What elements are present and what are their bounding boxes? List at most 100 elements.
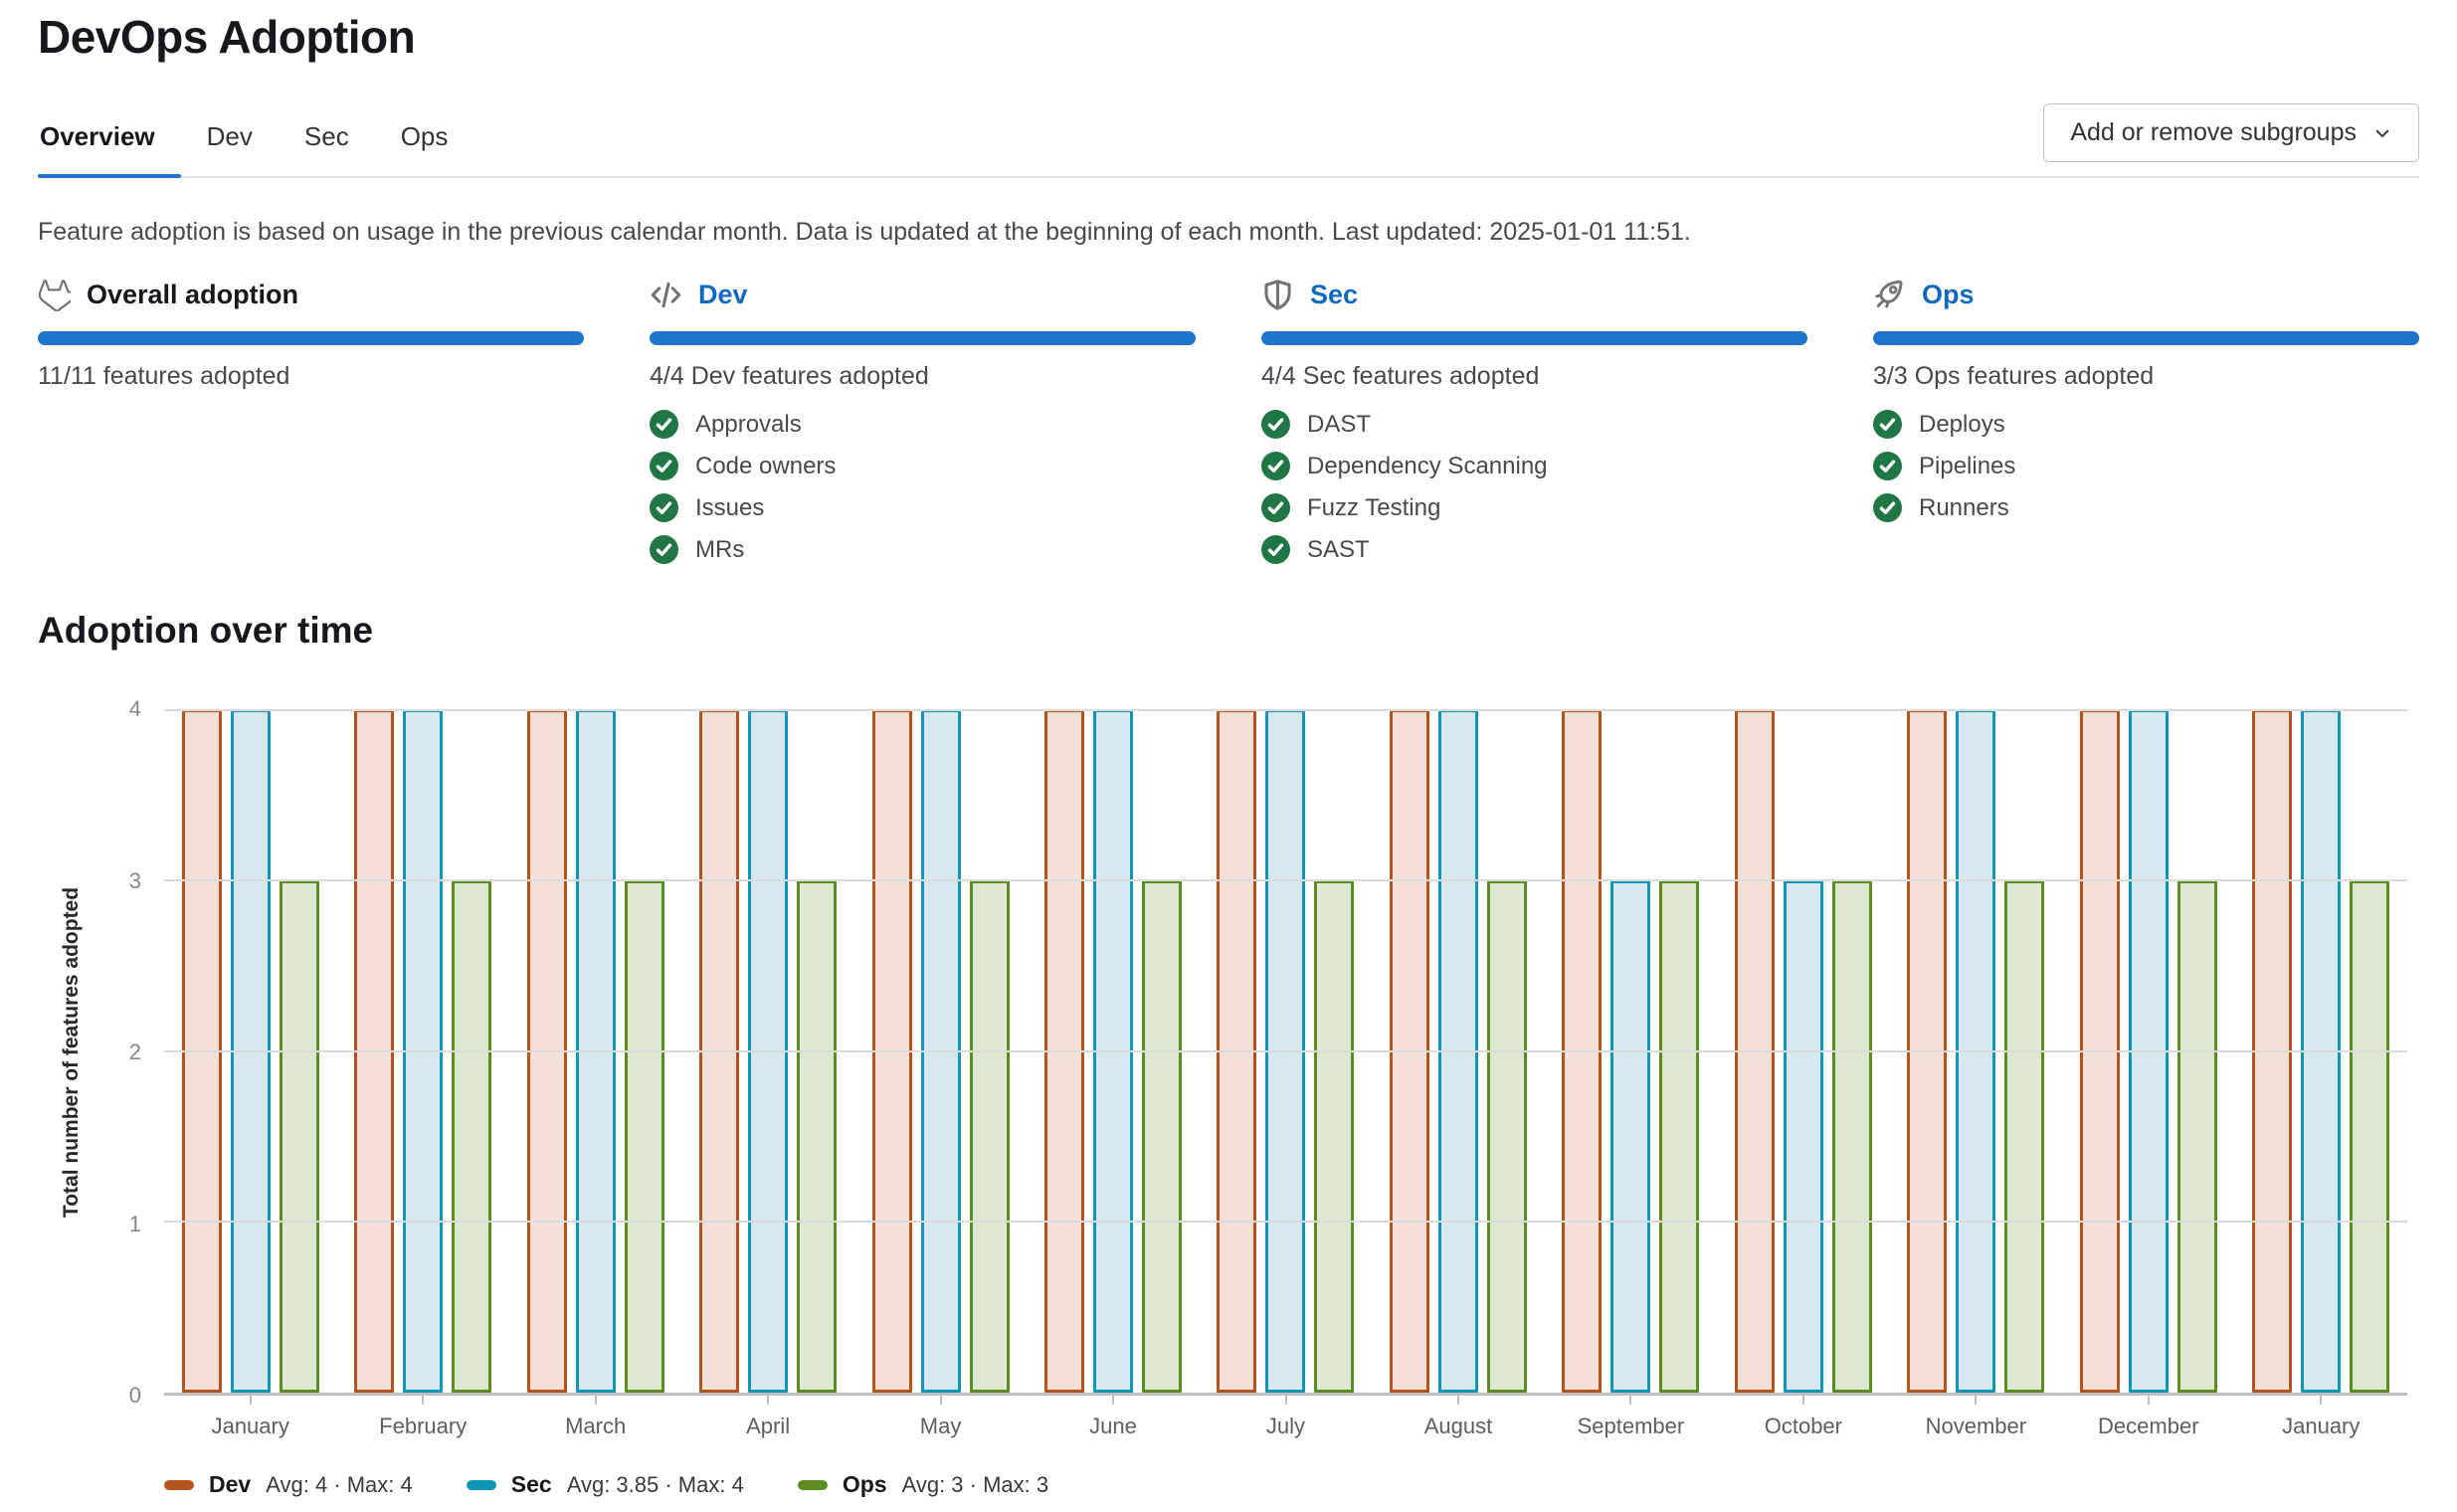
feature-label: Approvals: [695, 410, 802, 438]
chart-bar-ops-10[interactable]: [2004, 879, 2045, 1393]
page-title: DevOps Adoption: [38, 11, 416, 63]
tabs-bar: Overview Dev Sec Ops Add or remove subgroup…: [38, 101, 2419, 178]
check-circle-icon: [1873, 493, 1902, 522]
chart-bar-ops-9[interactable]: [1831, 879, 1872, 1393]
legend-series-stats: Avg: 3.85 · Max: 4: [566, 1471, 744, 1497]
progress-label: 4/4 Dev features adopted: [650, 362, 929, 390]
gridline: [164, 1221, 2407, 1224]
feature-label: SAST: [1307, 535, 1370, 563]
legend-series-name: Sec: [510, 1471, 552, 1497]
devops-adoption-page: DevOps Adoption Overview Dev Sec Ops Add or…: [0, 10, 2457, 1498]
x-axis-tick: [249, 1396, 252, 1405]
gridline: [164, 709, 2407, 711]
x-axis-tick: [939, 1396, 942, 1405]
adoption-card-sec: Sec 4/4 Sec features adopted DAST Dependenc…: [1261, 279, 1807, 564]
legend-item-sec[interactable]: Sec Avg: 3.85 · Max: 4: [466, 1471, 744, 1498]
progress-label: 3/3 Ops features adopted: [1873, 362, 2155, 390]
legend-swatch-dev: [164, 1479, 194, 1490]
legend-series-stats: Avg: 3 · Max: 3: [901, 1471, 1049, 1497]
feature-item-code-owners: Code owners: [650, 452, 1196, 480]
chart-bar-ops-4[interactable]: [969, 879, 1010, 1393]
gridline: [164, 1049, 2407, 1052]
adoption-summary-cards: Overall adoption 11/11 features adopted De…: [38, 279, 2419, 564]
card-title-ops[interactable]: Ops: [1922, 280, 1975, 309]
chart-section-title: Adoption over time: [38, 610, 374, 651]
x-axis-label-september-8: September: [1577, 1414, 1685, 1438]
chart-bar-sec-9[interactable]: [1783, 879, 1823, 1393]
y-axis-tick-label: 4: [128, 696, 141, 721]
card-header: Ops: [1873, 279, 2419, 311]
bar-group-september: [1545, 709, 1717, 1393]
y-axis-tick-label: 2: [128, 1040, 141, 1064]
x-axis-tick: [422, 1396, 425, 1405]
legend-item-ops[interactable]: Ops Avg: 3 · Max: 3: [797, 1471, 1049, 1498]
card-title-dev[interactable]: Dev: [698, 280, 748, 309]
x-axis-tick: [2320, 1396, 2323, 1405]
x-axis-label-july-6: July: [1265, 1414, 1306, 1438]
x-axis-label-may-4: May: [919, 1414, 962, 1438]
feature-label: Fuzz Testing: [1307, 493, 1441, 521]
x-axis-tick: [2147, 1396, 2150, 1405]
x-axis-label-june-5: June: [1089, 1414, 1137, 1438]
shield-icon: [1261, 279, 1294, 311]
tab-ops[interactable]: Ops: [400, 121, 449, 151]
tab-overview[interactable]: Overview: [38, 101, 181, 178]
check-circle-icon: [650, 535, 678, 564]
progress-label: 11/11 features adopted: [38, 362, 290, 390]
x-axis-tick: [1975, 1396, 1978, 1405]
feature-item-approvals: Approvals: [650, 410, 1196, 439]
chart-bar-sec-8[interactable]: [1610, 879, 1651, 1393]
x-axis-tick: [1629, 1396, 1632, 1405]
chart-bar-ops-8[interactable]: [1659, 879, 1700, 1393]
chart-bar-ops-5[interactable]: [1142, 879, 1183, 1393]
adoption-card-ops: Ops 3/3 Ops features adopted Deploys Pipeli…: [1873, 279, 2419, 564]
chart-bar-ops-7[interactable]: [1486, 879, 1527, 1393]
feature-item-deploys: Deploys: [1873, 410, 2419, 439]
x-axis-tick: [1456, 1396, 1459, 1405]
add-or-remove-subgroups-button[interactable]: Add or remove subgroups: [2043, 103, 2419, 162]
x-axis-label-november-10: November: [1925, 1414, 2027, 1438]
x-axis-label-march-2: March: [565, 1414, 627, 1438]
chevron-down-icon: [2372, 123, 2392, 143]
x-axis-label-february-1: February: [379, 1414, 468, 1438]
chart-bar-ops-12[interactable]: [2350, 879, 2390, 1393]
check-circle-icon: [1261, 452, 1290, 480]
card-header: Sec: [1261, 279, 1807, 311]
card-header: Overall adoption: [38, 279, 584, 311]
progress-bar-dev: [650, 331, 1196, 345]
chart-bar-ops-11[interactable]: [2176, 879, 2217, 1393]
check-circle-icon: [1261, 535, 1290, 564]
progress-label: 4/4 Sec features adopted: [1261, 362, 1540, 390]
progress-bar-overall-adoption: [38, 331, 584, 345]
code-icon: [650, 279, 682, 311]
check-circle-icon: [650, 452, 678, 480]
y-axis-tick-label: 1: [128, 1211, 141, 1236]
feature-item-issues: Issues: [650, 493, 1196, 522]
chart-bar-ops-6[interactable]: [1314, 879, 1355, 1393]
y-axis-tick-label: 0: [128, 1383, 141, 1408]
legend-swatch-ops: [797, 1479, 828, 1490]
legend-series-stats: Avg: 4 · Max: 4: [266, 1471, 413, 1497]
x-axis-label-august-7: August: [1423, 1414, 1493, 1438]
feature-item-dependency-scanning: Dependency Scanning: [1261, 452, 1807, 480]
tab-sec[interactable]: Sec: [303, 121, 349, 151]
feature-item-runners: Runners: [1873, 493, 2419, 522]
x-axis-tick: [1112, 1396, 1115, 1405]
chart-legend: Dev Avg: 4 · Max: 4 Sec Avg: 3.85 · Max: 4 O…: [164, 1471, 2419, 1498]
tab-dev[interactable]: Dev: [206, 121, 253, 151]
chart-bar-ops-2[interactable]: [624, 879, 664, 1393]
feature-label: Runners: [1919, 493, 2009, 521]
chart-bar-ops-0[interactable]: [279, 879, 319, 1393]
card-title-overall-adoption: Overall adoption: [87, 280, 299, 309]
legend-item-dev[interactable]: Dev Avg: 4 · Max: 4: [164, 1471, 413, 1498]
card-title-sec[interactable]: Sec: [1310, 280, 1359, 309]
progress-bar-ops: [1873, 331, 2419, 345]
chart-bar-ops-1[interactable]: [452, 879, 492, 1393]
chart-bar-ops-3[interactable]: [797, 879, 838, 1393]
feature-list-sec: DAST Dependency Scanning Fuzz Testing SAST: [1261, 410, 1807, 564]
feature-label: Issues: [695, 493, 765, 521]
x-axis-label-april-3: April: [746, 1414, 791, 1438]
feature-item-mrs: MRs: [650, 535, 1196, 564]
feature-label: MRs: [695, 535, 745, 563]
adoption-over-time-chart: Total number of features adopted January…: [38, 696, 2419, 1438]
